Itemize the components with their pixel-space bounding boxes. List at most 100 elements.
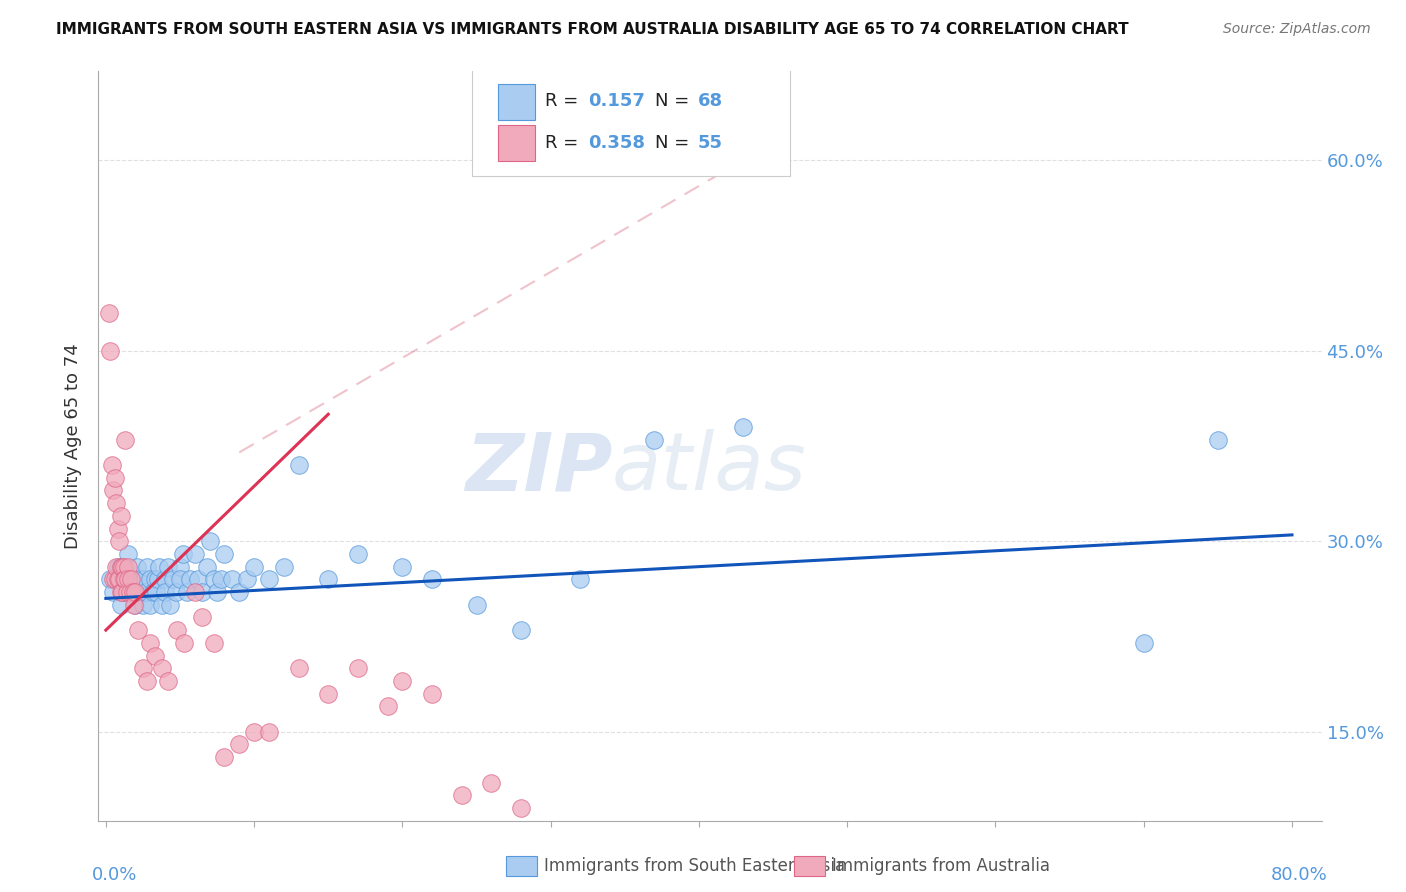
Text: Immigrants from South Eastern Asia: Immigrants from South Eastern Asia [544, 857, 845, 875]
Point [103, 483, 125, 498]
Point [127, 623, 149, 637]
Point [420, 572, 443, 586]
Text: R =: R = [546, 134, 583, 152]
Point [316, 572, 339, 586]
Point [103, 585, 125, 599]
Point [98, 343, 121, 358]
Point [184, 547, 207, 561]
Point [159, 598, 181, 612]
Point [139, 598, 162, 612]
Point [142, 585, 165, 599]
Point [112, 572, 135, 586]
Point [108, 572, 131, 586]
Point [176, 585, 198, 599]
Text: 55: 55 [697, 134, 723, 152]
Point [121, 585, 143, 599]
Point [125, 559, 148, 574]
Point [114, 585, 136, 599]
Point [510, 623, 533, 637]
Point [100, 458, 122, 472]
Point [132, 585, 155, 599]
Point [122, 585, 145, 599]
Text: ZIP: ZIP [465, 429, 612, 508]
Point [316, 687, 339, 701]
Point [191, 585, 214, 599]
Point [110, 559, 132, 574]
Point [117, 572, 139, 586]
Point [195, 559, 218, 574]
Point [107, 559, 129, 574]
Point [257, 572, 280, 586]
Point [97, 306, 120, 320]
Point [110, 559, 132, 574]
Point [105, 559, 128, 574]
Point [347, 547, 370, 561]
Point [132, 661, 155, 675]
Point [107, 522, 129, 536]
Point [146, 572, 169, 586]
Text: 0.0%: 0.0% [93, 865, 138, 884]
Point [153, 585, 176, 599]
Point [243, 724, 266, 739]
Point [1132, 636, 1154, 650]
Point [139, 636, 162, 650]
Point [127, 585, 149, 599]
Point [377, 699, 399, 714]
Point [221, 572, 243, 586]
Point [143, 648, 166, 663]
Point [479, 775, 502, 789]
Point [108, 534, 131, 549]
Text: 0.157: 0.157 [588, 93, 644, 111]
Point [112, 559, 135, 574]
Point [107, 572, 129, 586]
Point [243, 559, 266, 574]
Point [118, 585, 141, 599]
Point [124, 585, 146, 599]
Point [257, 724, 280, 739]
Point [172, 547, 194, 561]
Point [115, 585, 138, 599]
Point [120, 585, 142, 599]
Point [105, 496, 128, 510]
Point [153, 572, 176, 586]
Text: 68: 68 [697, 93, 723, 111]
Point [162, 572, 184, 586]
Point [202, 572, 225, 586]
Point [120, 572, 142, 586]
Text: IMMIGRANTS FROM SOUTH EASTERN ASIA VS IMMIGRANTS FROM AUSTRALIA DISABILITY AGE 6: IMMIGRANTS FROM SOUTH EASTERN ASIA VS IM… [56, 22, 1129, 37]
Point [117, 572, 139, 586]
Point [198, 534, 221, 549]
Point [132, 598, 155, 612]
Text: R =: R = [546, 93, 583, 111]
Point [191, 610, 214, 624]
Point [136, 559, 159, 574]
Point [228, 585, 250, 599]
Point [117, 547, 139, 561]
Point [111, 585, 134, 599]
Point [143, 572, 166, 586]
Point [124, 598, 146, 612]
Point [165, 585, 187, 599]
Point [287, 458, 309, 472]
Point [347, 661, 370, 675]
Point [98, 572, 121, 586]
Point [112, 572, 135, 586]
Point [643, 433, 665, 447]
Text: 80.0%: 80.0% [1271, 865, 1327, 884]
Point [114, 433, 136, 447]
Point [420, 687, 443, 701]
Point [214, 750, 236, 764]
Point [169, 572, 191, 586]
Text: N =: N = [655, 134, 695, 152]
Point [129, 572, 152, 586]
Point [510, 801, 533, 815]
Point [157, 673, 180, 688]
Point [173, 636, 195, 650]
Point [148, 559, 170, 574]
Point [139, 572, 162, 586]
FancyBboxPatch shape [498, 84, 536, 120]
Point [110, 508, 132, 523]
Point [235, 572, 257, 586]
Point [117, 559, 139, 574]
Point [104, 572, 127, 586]
